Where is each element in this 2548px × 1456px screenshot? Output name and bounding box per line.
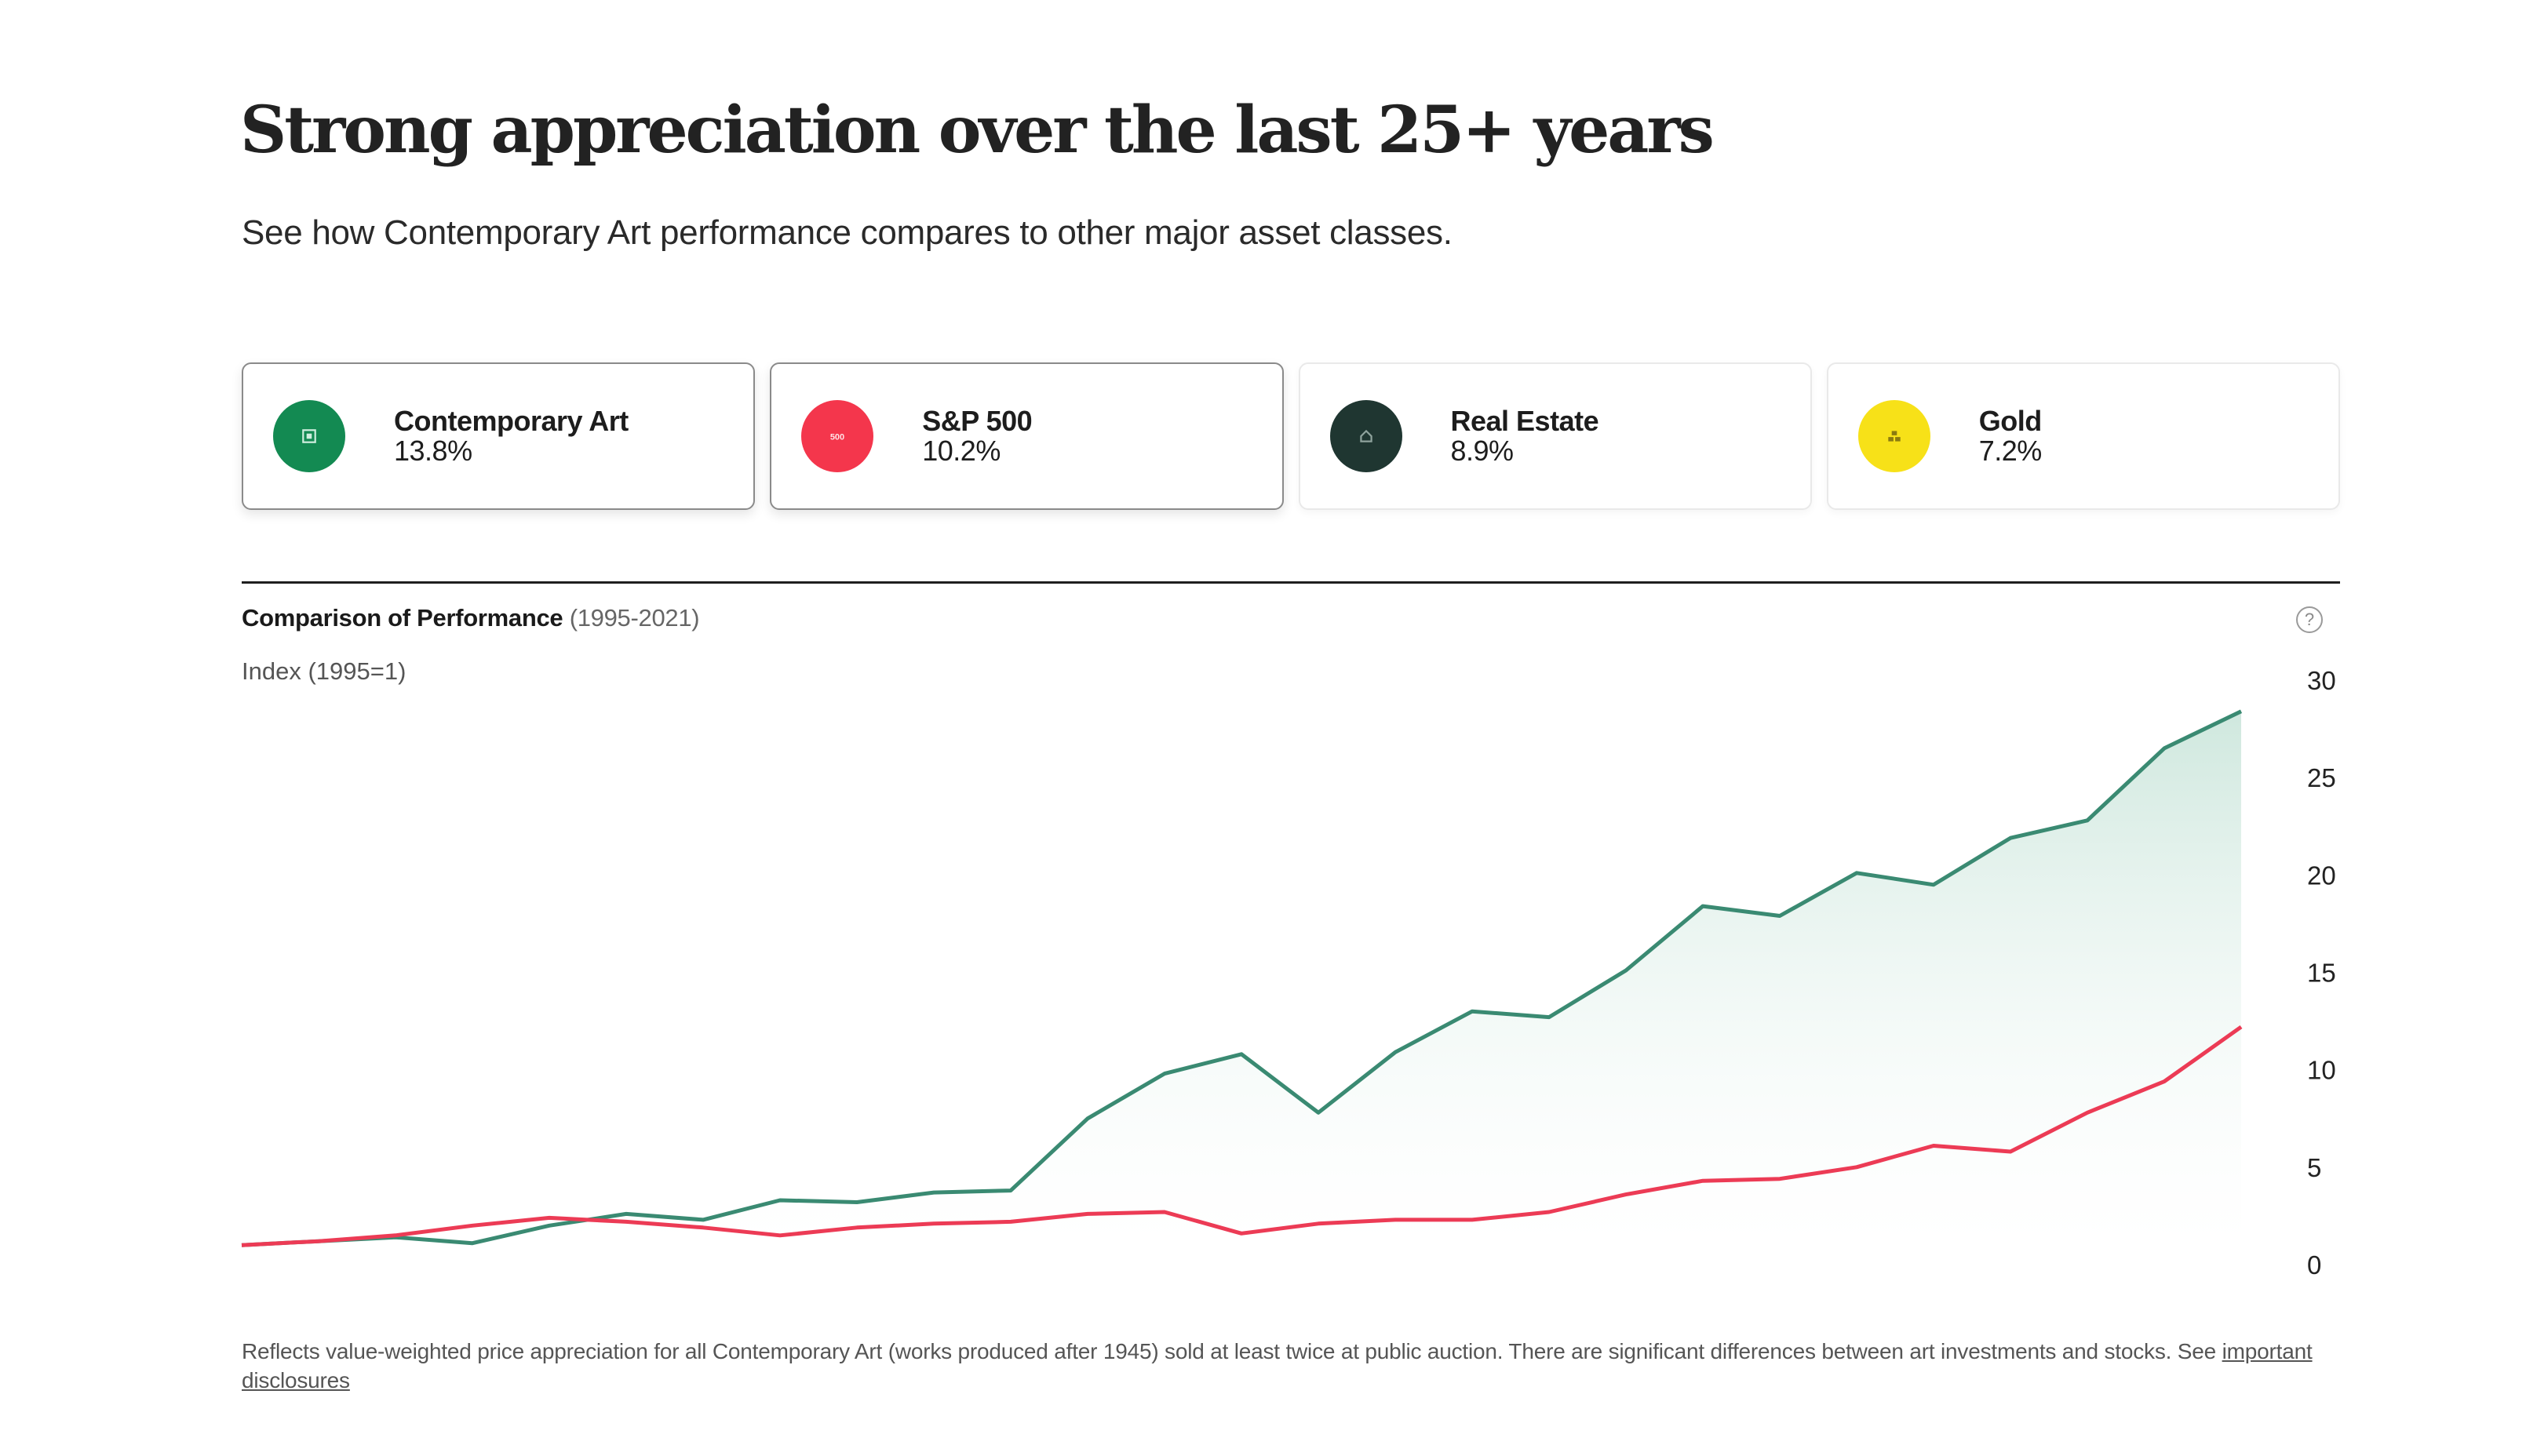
y-axis-label: Index (1995=1) — [242, 657, 406, 685]
asset-dot-gold — [1857, 400, 1930, 472]
y-tick-label: 20 — [2307, 861, 2336, 890]
asset-dot-real-estate — [1329, 400, 1402, 472]
asset-dot-contemporary-art — [273, 400, 345, 472]
chart-title-text: Comparison of Performance — [242, 604, 563, 632]
y-tick-label: 30 — [2307, 666, 2336, 695]
y-tick-label: 5 — [2307, 1153, 2321, 1182]
important-disclosures-link[interactable]: important disclosures — [242, 1339, 2313, 1392]
asset-card-gold[interactable]: Gold 7.2% — [1826, 362, 2340, 510]
area-contemporary-art — [242, 711, 2241, 1246]
asset-return: 7.2% — [1978, 435, 2043, 467]
asset-card-real-estate[interactable]: Real Estate 8.9% — [1298, 362, 1812, 510]
chart-date-range: (1995-2021) — [569, 604, 700, 632]
disclaimer: Reflects value-weighted price appreciati… — [242, 1337, 2345, 1395]
page-subtitle: See how Contemporary Art performance com… — [242, 213, 1453, 252]
y-tick-label: 0 — [2307, 1250, 2321, 1279]
y-tick-label: 10 — [2307, 1056, 2336, 1085]
asset-card-sp500[interactable]: 500 S&P 500 10.2% — [770, 362, 1284, 510]
asset-class-cards: Contemporary Art 13.8% 500 S&P 500 10.2%… — [242, 362, 2340, 510]
line-contemporary-art — [241, 709, 2243, 1247]
svg-text:500: 500 — [830, 432, 844, 442]
page-title: Strong appreciation over the last 25+ ye… — [240, 93, 1715, 168]
chart-title: Comparison of Performance (1995-2021) — [242, 604, 700, 632]
gold-bars-icon — [1888, 431, 1901, 442]
asset-card-contemporary-art[interactable]: Contemporary Art 13.8% — [242, 362, 756, 510]
asset-return: 13.8% — [394, 435, 472, 467]
asset-name: Gold — [1978, 405, 2042, 437]
asset-name: Contemporary Art — [394, 405, 629, 437]
disclaimer-text: Reflects value-weighted price appreciati… — [242, 1339, 2222, 1363]
asset-name: Real Estate — [1450, 405, 1599, 437]
house-icon — [1359, 429, 1372, 442]
question-circle-icon[interactable]: ? — [2296, 606, 2323, 633]
y-tick-label: 25 — [2307, 763, 2336, 792]
asset-return: 10.2% — [922, 435, 1001, 467]
line-s-p-500 — [241, 1025, 2243, 1247]
section-divider — [242, 581, 2340, 584]
asset-name: S&P 500 — [922, 405, 1033, 437]
asset-dot-sp500: 500 — [801, 400, 874, 472]
sp500-badge-icon: 500 — [830, 432, 844, 442]
asset-return: 8.9% — [1450, 435, 1515, 467]
y-tick-label: 15 — [2307, 959, 2336, 988]
framed-art-icon — [302, 429, 316, 443]
